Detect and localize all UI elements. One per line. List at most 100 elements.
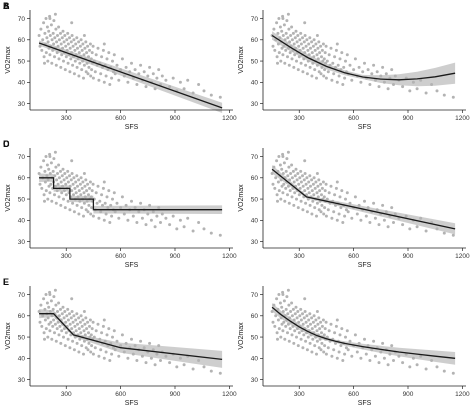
data-point: [281, 310, 285, 313]
data-point: [291, 31, 295, 35]
data-point: [302, 333, 306, 337]
data-point: [52, 318, 56, 322]
data-point: [109, 203, 113, 207]
data-point: [313, 186, 317, 190]
data-point: [364, 214, 368, 218]
data-point: [274, 176, 278, 180]
data-point: [64, 331, 68, 335]
data-point: [311, 337, 315, 341]
data-point: [310, 327, 314, 331]
x-tick-label: 900: [170, 253, 181, 260]
data-point: [73, 186, 77, 190]
data-point: [281, 172, 285, 175]
data-point: [76, 184, 79, 188]
data-point: [85, 51, 89, 55]
y-tick-label: 50: [251, 334, 259, 341]
data-point: [60, 312, 64, 316]
data-point: [290, 176, 294, 180]
data-point: [306, 197, 310, 201]
data-point: [62, 335, 65, 339]
data-point: [178, 356, 182, 360]
data-point: [87, 65, 91, 69]
y-tick-label: 40: [18, 80, 26, 87]
data-point: [94, 191, 98, 195]
data-point: [54, 339, 58, 343]
data-point: [57, 176, 61, 180]
data-point: [323, 68, 327, 72]
x-tick-label: 300: [61, 253, 72, 260]
data-point: [97, 354, 101, 358]
data-point: [119, 206, 123, 210]
data-point: [101, 186, 105, 190]
panel-e: E 30 40 50 60 70 300 600 900 1200 SFS VO2max: [3, 277, 237, 407]
data-point: [275, 55, 279, 59]
data-point: [83, 184, 87, 188]
data-point: [305, 348, 309, 352]
data-point: [51, 307, 55, 311]
data-point: [408, 227, 412, 231]
data-point: [310, 40, 314, 44]
data-point: [86, 182, 90, 186]
data-point: [45, 36, 49, 40]
data-point: [375, 208, 379, 212]
data-point: [191, 229, 195, 233]
data-point: [80, 344, 84, 348]
data-point: [280, 167, 284, 171]
data-point: [442, 93, 446, 97]
data-point: [287, 165, 291, 169]
data-point: [209, 231, 213, 235]
data-point: [295, 59, 298, 63]
data-point: [299, 42, 303, 46]
data-point: [317, 316, 321, 320]
data-point: [359, 356, 363, 360]
data-point: [314, 180, 318, 184]
fit-line: [271, 34, 456, 81]
y-tick-label: 70: [18, 292, 26, 299]
data-point: [320, 193, 323, 197]
panel-c: C 30 40 50 60 70 300 600 900 1200 SFS VO2max: [3, 139, 237, 269]
data-point: [363, 61, 366, 65]
data-point: [359, 218, 363, 222]
data-point: [155, 76, 159, 80]
data-point: [276, 169, 280, 173]
data-point: [70, 310, 74, 313]
y-tick-label: 30: [18, 101, 26, 108]
data-point: [282, 320, 286, 324]
y-tick-label: 30: [251, 101, 259, 108]
fit-line: [38, 42, 223, 109]
data-point: [309, 46, 312, 50]
data-point: [329, 322, 333, 326]
data-point: [72, 38, 76, 42]
data-point: [56, 44, 60, 48]
data-point: [100, 331, 104, 335]
data-point: [71, 320, 75, 324]
data-point: [311, 199, 315, 203]
data-point: [89, 57, 93, 61]
data-point: [366, 206, 370, 210]
data-point: [333, 193, 337, 197]
data-point: [324, 76, 328, 80]
data-point: [323, 327, 327, 331]
data-point: [288, 189, 292, 193]
data-point: [81, 42, 85, 46]
data-point: [73, 324, 77, 328]
data-point: [69, 178, 73, 182]
data-point: [301, 174, 304, 178]
data-point: [86, 44, 90, 48]
data-point: [71, 63, 75, 67]
data-point: [45, 174, 49, 178]
data-point: [60, 53, 64, 57]
data-point: [442, 231, 446, 235]
data-point: [315, 329, 319, 333]
data-point: [344, 346, 348, 350]
data-point: [71, 201, 75, 205]
data-point: [286, 36, 290, 40]
data-point: [319, 320, 323, 324]
data-point: [324, 182, 328, 186]
data-point: [102, 356, 106, 360]
data-point: [148, 203, 152, 207]
data-point: [386, 225, 390, 229]
data-point: [401, 361, 405, 365]
data-point: [82, 34, 86, 37]
data-point: [49, 182, 53, 186]
